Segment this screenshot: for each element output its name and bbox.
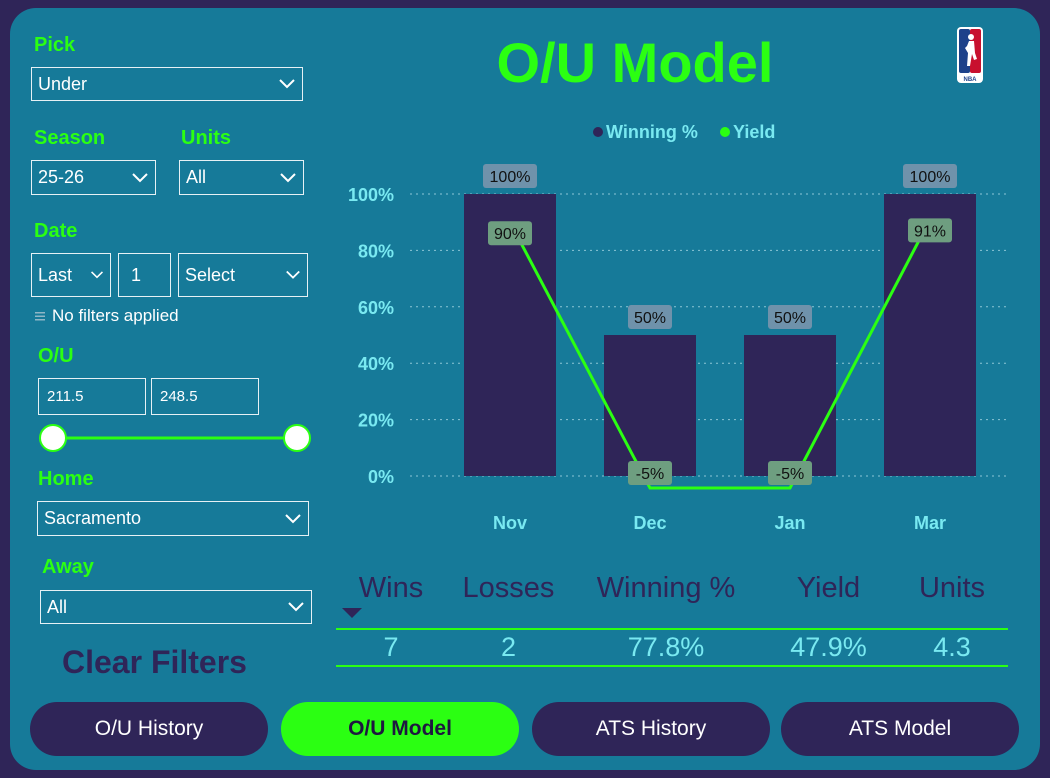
summary-header-losses[interactable]: Losses (462, 572, 555, 604)
away-value: All (47, 596, 68, 617)
y-tick-label: 100% (348, 185, 394, 205)
y-tick-label: 0% (368, 467, 394, 487)
yield-data-label: 91% (914, 223, 946, 240)
date-count-input[interactable]: 1 (118, 253, 171, 297)
bar-data-label: 50% (634, 310, 666, 327)
ou-min-input[interactable]: 211.5 (38, 378, 146, 415)
summary-table: Wins Losses Winning % Yield Units 7 2 77… (336, 564, 1008, 674)
chevron-down-icon (279, 79, 295, 89)
chart-legend: Winning % Yield (593, 122, 775, 142)
yield-data-label: 90% (494, 226, 526, 243)
pick-value: Under (38, 73, 88, 94)
sort-descending-icon (342, 608, 362, 618)
bar-jan (744, 335, 836, 476)
bar-data-label: 50% (774, 310, 806, 327)
page-title: O/U Model (496, 31, 774, 94)
yield-data-label-bg (908, 218, 952, 243)
summary-header-winning-pct[interactable]: Winning % (596, 572, 736, 604)
chevron-down-icon (286, 270, 300, 279)
nba-logo: NBA (957, 27, 983, 83)
ou-max-value: 248.5 (160, 388, 198, 405)
summary-divider-top (336, 628, 1008, 630)
bar-dec (604, 335, 696, 476)
summary-header-units[interactable]: Units (918, 572, 986, 604)
legend-label-winning-pct: Winning % (606, 122, 698, 142)
yield-data-label: -5% (636, 466, 664, 483)
x-tick-label: Mar (914, 513, 946, 533)
nav-ats-history-button[interactable]: ATS History (532, 702, 770, 756)
units-label: Units (181, 127, 231, 149)
summary-value-yield: 47.9% (790, 632, 867, 662)
legend-label-yield: Yield (733, 122, 775, 142)
yield-data-label-bg (768, 461, 812, 485)
bar-data-label-bg (903, 164, 957, 188)
home-label: Home (38, 468, 94, 490)
chevron-down-icon (91, 271, 103, 279)
yield-data-label: -5% (776, 466, 804, 483)
date-label: Date (34, 220, 78, 242)
date-filter-status: No filters applied (34, 306, 179, 326)
clear-filters-button[interactable]: Clear Filters (62, 644, 247, 680)
x-tick-label: Dec (633, 513, 666, 533)
yield-line (508, 218, 932, 490)
nav-ats-model-button[interactable]: ATS Model (781, 702, 1019, 756)
summary-value-wins: 7 (383, 632, 399, 662)
yield-data-label-bg (488, 221, 532, 246)
chevron-down-icon (280, 172, 296, 182)
ou-max-input[interactable]: 248.5 (151, 378, 259, 415)
y-tick-label: 40% (358, 354, 394, 374)
date-period-dropdown[interactable]: Select (178, 253, 308, 297)
summary-divider-bottom (336, 665, 1008, 667)
summary-value-units: 4.3 (933, 632, 971, 662)
date-mode-value: Last (38, 264, 73, 285)
dashboard-frame: Pick Under Season 25-26 Units All Date L… (10, 8, 1040, 770)
pick-dropdown[interactable]: Under (31, 67, 303, 101)
slider-handle-low[interactable] (39, 424, 67, 452)
bar-data-label: 100% (490, 169, 531, 186)
slider-handle-high[interactable] (283, 424, 311, 452)
bar-data-label: 100% (910, 169, 951, 186)
chevron-down-icon (288, 602, 304, 612)
bar-data-label-bg (483, 164, 537, 188)
legend-marker-winning-pct (593, 127, 603, 137)
bar-data-label-bg (628, 305, 672, 329)
away-dropdown[interactable]: All (40, 590, 312, 624)
x-tick-label: Jan (774, 513, 805, 533)
y-tick-label: 60% (358, 298, 394, 318)
season-label: Season (34, 127, 106, 149)
units-value: All (186, 167, 207, 187)
summary-value-winning-pct: 77.8% (627, 632, 705, 662)
nav-ou-model-button[interactable]: O/U Model (281, 702, 519, 756)
x-tick-label: Nov (493, 513, 527, 533)
home-dropdown[interactable]: Sacramento (37, 501, 309, 536)
nav-ou-history-button[interactable]: O/U History (30, 702, 268, 756)
yield-data-label-bg (628, 461, 672, 485)
home-value: Sacramento (44, 508, 142, 528)
away-label: Away (42, 556, 94, 578)
season-dropdown[interactable]: 25-26 (31, 160, 156, 195)
summary-value-losses: 2 (500, 632, 517, 662)
legend-marker-yield (720, 127, 730, 137)
summary-header-yield[interactable]: Yield (796, 572, 861, 604)
bar-data-label-bg (768, 305, 812, 329)
svg-text:NBA: NBA (964, 77, 978, 83)
ou-label: O/U (38, 345, 74, 367)
winning-yield-chart: Winning % Yield 0% 20% 40% 60% 80% 100% 100% 50… (348, 122, 1010, 533)
date-filter-status-text: No filters applied (52, 306, 179, 325)
season-value: 25-26 (38, 167, 85, 187)
ou-range-slider[interactable] (36, 420, 316, 456)
units-dropdown[interactable]: All (179, 160, 304, 195)
y-tick-label: 80% (358, 241, 394, 261)
date-mode-dropdown[interactable]: Last (31, 253, 111, 297)
pick-label: Pick (34, 34, 76, 56)
date-count-value: 1 (131, 264, 142, 285)
filter-icon (35, 312, 45, 321)
ou-min-value: 211.5 (47, 388, 84, 405)
summary-header-wins[interactable]: Wins (358, 572, 424, 604)
date-period-value: Select (185, 264, 236, 285)
chevron-down-icon (132, 172, 148, 182)
y-tick-label: 20% (358, 411, 394, 431)
chevron-down-icon (285, 513, 301, 523)
